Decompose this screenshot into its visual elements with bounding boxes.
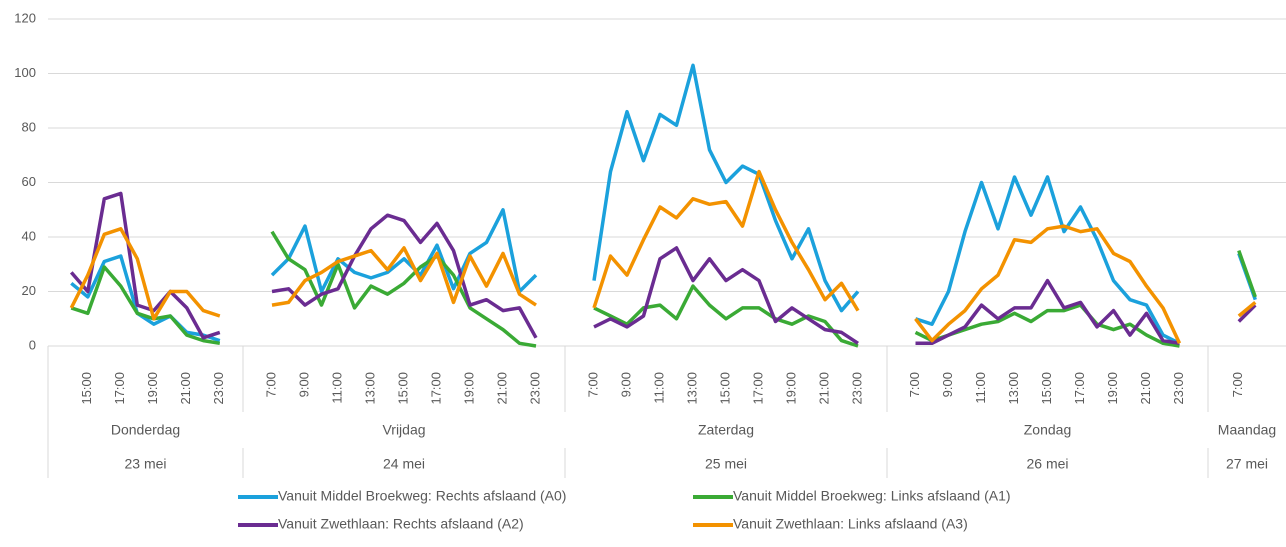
x-tick-label: 11:00 — [329, 372, 344, 404]
group-day-label: Zaterdag — [698, 422, 754, 438]
group-day-label: Donderdag — [111, 422, 180, 438]
x-tick-label: 13:00 — [362, 372, 377, 405]
x-tick-label: 15:00 — [1039, 372, 1054, 405]
x-tick-label: 23:00 — [849, 372, 864, 405]
x-tick-label: 7:00 — [907, 372, 922, 397]
legend-label: Vanuit Zwethlaan: Links afslaand (A3) — [733, 516, 968, 532]
y-tick-label: 20 — [22, 283, 36, 298]
legend-label: Vanuit Middel Broekweg: Rechts afslaand … — [278, 488, 566, 504]
group-day-label: Maandag — [1218, 422, 1276, 438]
x-tick-label: 21:00 — [178, 372, 193, 405]
x-tick-label: 19:00 — [783, 372, 798, 405]
y-tick-label: 0 — [29, 337, 36, 352]
x-tick-label: 19:00 — [461, 372, 476, 405]
group-day-label: Zondag — [1024, 422, 1071, 438]
x-tick-label: 11:00 — [973, 372, 988, 404]
x-tick-label: 7:00 — [585, 372, 600, 397]
x-tick-label: 19:00 — [145, 372, 160, 405]
x-tick-label: 9:00 — [940, 372, 955, 397]
x-tick-label: 7:00 — [1230, 372, 1245, 397]
x-tick-label: 23:00 — [527, 372, 542, 405]
group-date-label: 26 mei — [1026, 456, 1068, 472]
group-date-label: 27 mei — [1226, 456, 1268, 472]
x-tick-label: 15:00 — [717, 372, 732, 405]
x-tick-label: 15:00 — [395, 372, 410, 405]
x-tick-label: 11:00 — [651, 372, 666, 404]
x-tick-label: 21:00 — [1138, 372, 1153, 405]
y-tick-label: 100 — [14, 65, 36, 80]
x-tick-label: 19:00 — [1105, 372, 1120, 405]
x-tick-label: 17:00 — [112, 372, 127, 405]
y-tick-label: 40 — [22, 228, 36, 243]
x-tick-label: 23:00 — [211, 372, 226, 405]
x-tick-label: 17:00 — [750, 372, 765, 405]
x-tick-label: 17:00 — [1072, 372, 1087, 405]
group-date-label: 25 mei — [705, 456, 747, 472]
x-tick-label: 23:00 — [1171, 372, 1186, 405]
series-line — [70, 63, 1257, 345]
x-tick-label: 17:00 — [428, 372, 443, 405]
group-day-label: Vrijdag — [382, 422, 425, 438]
legend-label: Vanuit Zwethlaan: Rechts afslaand (A2) — [278, 516, 524, 532]
x-tick-label: 7:00 — [263, 372, 278, 397]
group-date-label: 23 mei — [124, 456, 166, 472]
x-tick-label: 21:00 — [494, 372, 509, 405]
legend-label: Vanuit Middel Broekweg: Links afslaand (… — [733, 488, 1011, 504]
x-tick-label: 13:00 — [684, 372, 699, 405]
y-tick-label: 120 — [14, 10, 36, 25]
group-date-label: 24 mei — [383, 456, 425, 472]
x-tick-label: 21:00 — [816, 372, 831, 405]
series-line — [70, 230, 1257, 348]
x-tick-label: 9:00 — [296, 372, 311, 397]
series-line — [69, 169, 1257, 345]
x-tick-label: 13:00 — [1006, 372, 1021, 405]
y-tick-label: 60 — [22, 174, 36, 189]
y-tick-label: 80 — [22, 119, 36, 134]
x-tick-label: 9:00 — [618, 372, 633, 397]
x-tick-label: 15:00 — [79, 372, 94, 405]
series-line — [69, 191, 1257, 346]
